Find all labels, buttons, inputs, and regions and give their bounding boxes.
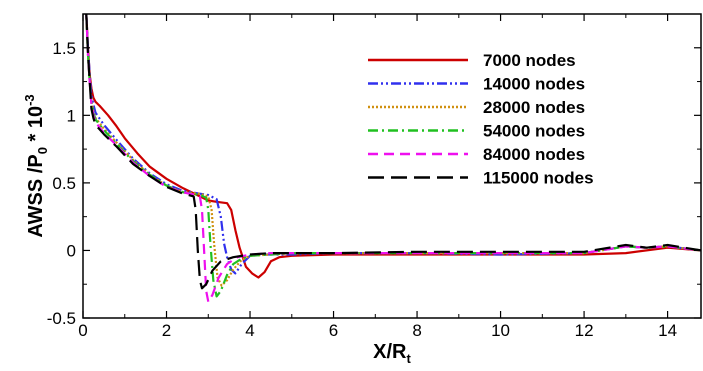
x-tick-label: 0: [78, 321, 87, 340]
y-axis-title: AWSS /P0 * 10-3: [22, 94, 50, 237]
x-axis-title: X/Rt: [373, 341, 411, 366]
x-tick-label: 12: [575, 321, 594, 340]
y-tick-label: 1.5: [52, 39, 76, 58]
x-tick-label: 8: [412, 321, 421, 340]
legend: 7000 nodes 14000 nodes 28000 nodes 54000 no…: [368, 51, 594, 188]
series-layer: [85, 14, 701, 303]
x-tick-label: 2: [162, 321, 171, 340]
legend-label-2: 14000 nodes: [483, 75, 585, 94]
plot-frame: [82, 13, 702, 319]
x-tick-label: 4: [245, 321, 254, 340]
y-tick-label: -0.5: [47, 309, 76, 328]
y-tick-label: 0: [67, 241, 76, 260]
series-line-1: [85, 14, 701, 279]
legend-label-4: 54000 nodes: [483, 122, 585, 141]
y-tick-label: 0.5: [52, 174, 76, 193]
legend-label-3: 28000 nodes: [483, 98, 585, 117]
axis-ticks: 0 2 4 6 8 10 12 14-0.500.511.5: [47, 13, 701, 340]
x-tick-label: 6: [329, 321, 338, 340]
legend-label-6: 115000 nodes: [483, 169, 594, 188]
series-line-4: [85, 14, 701, 298]
x-tick-label: 14: [658, 321, 677, 340]
legend-label-5: 84000 nodes: [483, 145, 585, 164]
x-tick-label: 10: [491, 321, 510, 340]
series-line-6: [85, 14, 701, 290]
y-tick-label: 1: [67, 106, 76, 125]
series-line-3: [85, 14, 701, 287]
series-line-2: [85, 14, 701, 275]
legend-label-1: 7000 nodes: [483, 51, 576, 70]
series-line-5: [85, 14, 701, 303]
